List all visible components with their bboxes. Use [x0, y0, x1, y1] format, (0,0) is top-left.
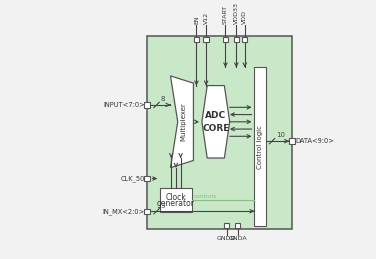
Text: DATA<9:0>: DATA<9:0>	[296, 138, 334, 144]
Text: generator: generator	[157, 199, 195, 208]
Text: CORE: CORE	[202, 124, 229, 133]
Text: GNDA: GNDA	[228, 236, 247, 241]
Text: Clock: Clock	[165, 193, 186, 202]
Text: VDD33: VDD33	[234, 2, 239, 24]
Text: VDD: VDD	[242, 10, 247, 24]
Text: START: START	[223, 5, 228, 24]
Text: IN_MX<2:0>: IN_MX<2:0>	[103, 208, 145, 214]
Text: CLK_50: CLK_50	[121, 175, 145, 182]
Polygon shape	[170, 76, 193, 168]
Text: controls: controls	[194, 194, 217, 199]
Bar	[289, 139, 294, 144]
Text: 10: 10	[276, 132, 285, 139]
Bar	[147, 36, 292, 229]
Bar	[255, 67, 266, 226]
Bar	[223, 37, 228, 42]
Bar	[144, 102, 150, 107]
Bar	[203, 37, 209, 42]
Polygon shape	[202, 85, 230, 158]
Bar	[144, 208, 150, 214]
Text: INPUT<7:0>: INPUT<7:0>	[103, 102, 145, 108]
Text: GNDD: GNDD	[217, 236, 237, 241]
Text: Multiplexer: Multiplexer	[180, 102, 186, 141]
Text: Control logic: Control logic	[257, 125, 263, 169]
Bar	[233, 37, 239, 42]
Text: ADC: ADC	[205, 111, 226, 120]
Bar	[235, 223, 240, 228]
Text: 8: 8	[161, 96, 165, 102]
Bar	[242, 37, 247, 42]
Text: 3: 3	[161, 203, 165, 208]
Text: EN: EN	[194, 15, 199, 24]
Text: V12: V12	[204, 12, 209, 24]
Bar	[160, 188, 192, 212]
Bar	[144, 176, 150, 181]
Bar	[194, 37, 199, 42]
Bar	[224, 223, 229, 228]
